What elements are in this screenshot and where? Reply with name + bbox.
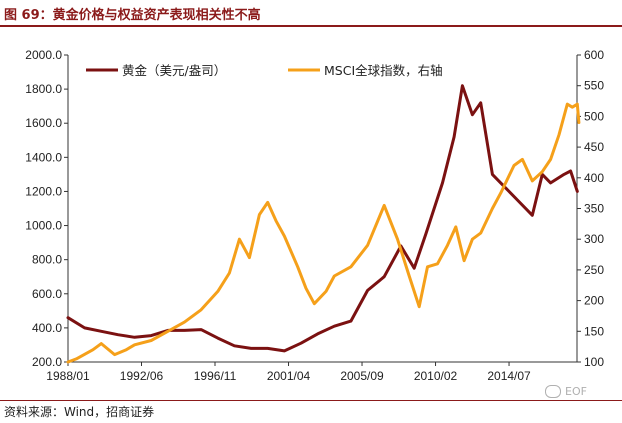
title-rule	[0, 25, 622, 27]
gold-price-line	[66, 84, 579, 353]
x-tick-label: 1996/11	[194, 369, 237, 383]
y-right-tick-label: 550	[584, 79, 604, 93]
x-tick-label: 2005/09	[340, 369, 384, 383]
y-right-tick-label: 450	[584, 140, 604, 154]
watermark: EOF	[545, 385, 587, 398]
y-right-tick-label: 350	[584, 202, 604, 216]
chart: 200.0 400.0 600.0 800.0 1000.0 1200.0 1400.0 16…	[25, 48, 604, 383]
msci-world-line	[66, 102, 581, 364]
y-right-tick-label: 500	[584, 109, 604, 123]
legend: 黄金（美元/盎司） MSCI全球指数，右轴	[86, 63, 443, 78]
y-right-tick-label: 600	[584, 48, 604, 62]
y-right-tick-label: 200	[584, 294, 604, 308]
y-right-tick-label: 400	[584, 171, 604, 185]
y-left-tick-label: 1400.0	[25, 150, 62, 164]
wechat-icon	[545, 385, 561, 398]
y-left-tick-label: 200.0	[32, 355, 62, 369]
y-left-tick-label: 600.0	[32, 287, 62, 301]
legend-label-msci: MSCI全球指数，右轴	[324, 63, 443, 78]
y-right-tick-label: 150	[584, 324, 604, 338]
y-left-tick-label: 800.0	[32, 253, 62, 267]
y-left-tick-label: 1000.0	[25, 219, 62, 233]
x-tick-label: 2014/07	[487, 369, 531, 383]
x-tick-label: 1988/01	[46, 369, 90, 383]
x-tick-label: 1992/06	[120, 369, 164, 383]
y-left-tick-label: 1600.0	[25, 116, 62, 130]
watermark-text: EOF	[565, 385, 587, 398]
y-left-tick-label: 400.0	[32, 321, 62, 335]
y-right-tick-label: 100	[584, 355, 604, 369]
x-tick-label: 2001/04	[267, 369, 311, 383]
y-right-tick-label: 300	[584, 232, 604, 246]
y-left-tick-label: 1800.0	[25, 82, 62, 96]
legend-label-gold: 黄金（美元/盎司）	[122, 63, 226, 78]
figure-title: 图 69：黄金价格与权益资产表现相关性不高	[4, 8, 261, 23]
axes: 200.0 400.0 600.0 800.0 1000.0 1200.0 1400.0 16…	[25, 48, 604, 383]
x-tick-label: 2010/02	[414, 369, 458, 383]
y-right-tick-label: 250	[584, 263, 604, 277]
y-left-tick-label: 1200.0	[25, 184, 62, 198]
source-note: 资料来源：Wind，招商证券	[4, 405, 155, 419]
bottom-rule	[0, 400, 622, 401]
series-lines	[66, 84, 581, 364]
y-left-tick-label: 2000.0	[25, 48, 62, 62]
